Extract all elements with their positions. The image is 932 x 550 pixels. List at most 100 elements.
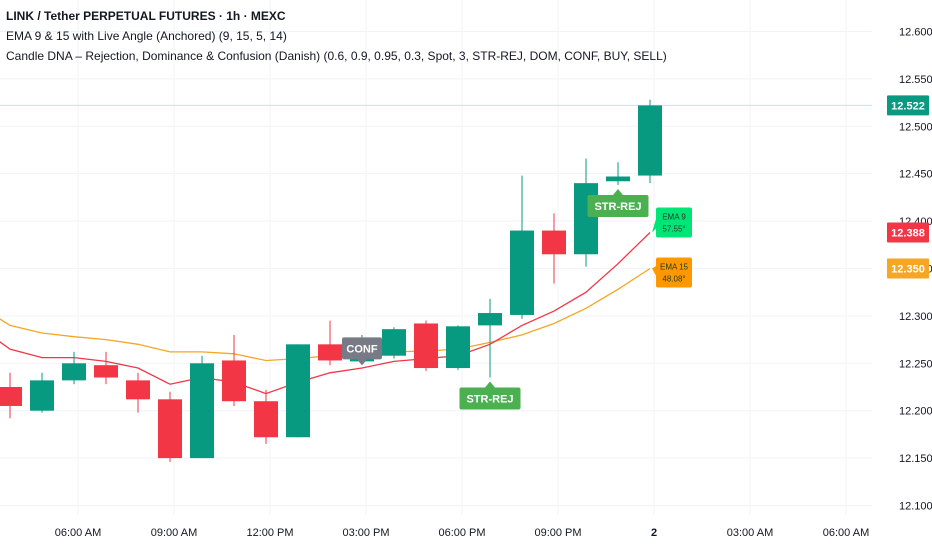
angle-box-name: EMA 15 — [660, 262, 689, 271]
signal-arrow — [485, 381, 495, 388]
candle-body — [190, 363, 214, 459]
last-price-tag-text: 12.522 — [891, 100, 925, 112]
signal-text: CONF — [346, 343, 377, 355]
candle-body — [542, 230, 566, 255]
y-tick-label: 12.150 — [899, 453, 932, 465]
y-tick-label: 12.500 — [899, 121, 932, 133]
candle[interactable] — [222, 334, 246, 406]
candle-body — [446, 326, 470, 369]
angle-box-arrow — [652, 215, 657, 233]
candle-body — [254, 401, 278, 438]
x-tick-label: 2 — [651, 527, 657, 539]
angle-box-name: EMA 9 — [662, 212, 686, 221]
y-tick-label: 12.300 — [899, 311, 932, 323]
candle[interactable] — [606, 162, 630, 186]
signal-labels: CONF STR-REJ STR-REJ EMA 9 57.55° EMA 15 48.08… — [342, 189, 692, 410]
candle[interactable] — [94, 351, 118, 385]
ema15-price-tag: 12.350 — [887, 258, 929, 279]
candle[interactable] — [30, 372, 54, 413]
ema9-line — [0, 232, 651, 395]
candle[interactable] — [158, 391, 182, 462]
signal-box — [342, 337, 382, 360]
candle-body — [574, 183, 598, 255]
candle-body — [94, 365, 118, 378]
series — [0, 104, 872, 395]
ema15-line — [0, 267, 651, 362]
last-price-tag-bg — [887, 95, 929, 116]
x-tick-label: 12:00 PM — [246, 527, 293, 539]
candle-body — [606, 176, 630, 182]
price-axis[interactable]: 12.60012.55012.50012.45012.40012.35012.3… — [887, 26, 932, 513]
y-tick-label: 12.550 — [899, 74, 932, 86]
candle[interactable] — [638, 99, 662, 184]
ema15-price-tag-text: 12.350 — [891, 263, 925, 275]
candle-body — [318, 344, 342, 361]
time-axis[interactable]: 06:00 AM 09:00 AM 12:00 PM 03:00 PM 06:00 PM… — [55, 527, 869, 539]
x-tick-label: 06:00 AM — [823, 527, 869, 539]
signal-text: STR-REJ — [466, 394, 513, 406]
symbol-title[interactable]: LINK / Tether PERPETUAL FUTURES · 1h · M… — [6, 9, 286, 23]
candle-body — [0, 387, 22, 406]
signal-box — [459, 387, 521, 410]
grid — [0, 0, 872, 514]
signal-label[interactable]: STR-REJ — [459, 381, 521, 410]
candle[interactable] — [318, 320, 342, 366]
signal-box — [587, 195, 649, 218]
last-price-tag: 12.522 — [887, 95, 929, 116]
candle[interactable] — [414, 320, 438, 371]
y-tick-label: 12.450 — [899, 169, 932, 181]
signal-label[interactable]: STR-REJ — [587, 189, 649, 218]
candle-body — [30, 380, 54, 411]
x-tick-label: 03:00 AM — [727, 527, 773, 539]
signal-arrow — [357, 359, 367, 366]
angle-box-bg — [656, 257, 692, 288]
signal-label[interactable]: CONF — [342, 337, 382, 366]
chart-legend: LINK / Tether PERPETUAL FUTURES · 1h · M… — [6, 6, 667, 66]
candle-body — [158, 399, 182, 459]
indicator-ema-label[interactable]: EMA 9 & 15 with Live Angle (Anchored) (9… — [6, 29, 287, 43]
candle-body — [414, 323, 438, 369]
candle-body — [382, 329, 406, 356]
signal-arrow — [613, 189, 623, 196]
candle-body — [286, 344, 310, 438]
x-tick-label: 06:00 PM — [438, 527, 485, 539]
indicator-candle-dna-label[interactable]: Candle DNA – Rejection, Dominance & Conf… — [6, 49, 667, 63]
candle[interactable] — [254, 389, 278, 444]
candle[interactable] — [62, 351, 86, 385]
candle-body — [478, 313, 502, 326]
candle[interactable] — [446, 325, 470, 370]
angle-box-arrow — [652, 265, 657, 278]
candle-body — [222, 360, 246, 402]
candle-body — [62, 363, 86, 381]
candles — [0, 99, 662, 462]
x-tick-label: 09:00 AM — [151, 527, 197, 539]
ema9-angle-box: EMA 9 57.55° — [652, 207, 692, 238]
candle-body — [126, 380, 150, 400]
ema9-price-tag: 12.388 — [887, 222, 929, 243]
ema9-price-tag-bg — [887, 222, 929, 243]
x-tick-label: 06:00 AM — [55, 527, 101, 539]
y-tick-label: 12.600 — [899, 26, 932, 38]
candle[interactable] — [126, 372, 150, 413]
angle-box-value: 57.55° — [662, 224, 685, 233]
signal-text: STR-REJ — [594, 201, 641, 213]
candle[interactable] — [574, 158, 598, 267]
candle[interactable] — [510, 175, 534, 319]
angle-box-bg — [656, 207, 692, 238]
candle[interactable] — [542, 213, 566, 284]
candle-body — [510, 230, 534, 315]
x-tick-label: 03:00 PM — [342, 527, 389, 539]
angle-box-value: 48.08° — [662, 274, 685, 283]
ema15-price-tag-bg — [887, 258, 929, 279]
y-tick-label: 12.250 — [899, 358, 932, 370]
candle[interactable] — [0, 372, 22, 419]
candle[interactable] — [190, 355, 214, 459]
ema15-angle-box: EMA 15 48.08° — [652, 257, 692, 288]
candle[interactable] — [286, 344, 310, 438]
ema9-price-tag-text: 12.388 — [891, 227, 925, 239]
candle-body — [638, 105, 662, 176]
candle[interactable] — [478, 298, 502, 378]
x-tick-label: 09:00 PM — [534, 527, 581, 539]
candle[interactable] — [382, 327, 406, 359]
